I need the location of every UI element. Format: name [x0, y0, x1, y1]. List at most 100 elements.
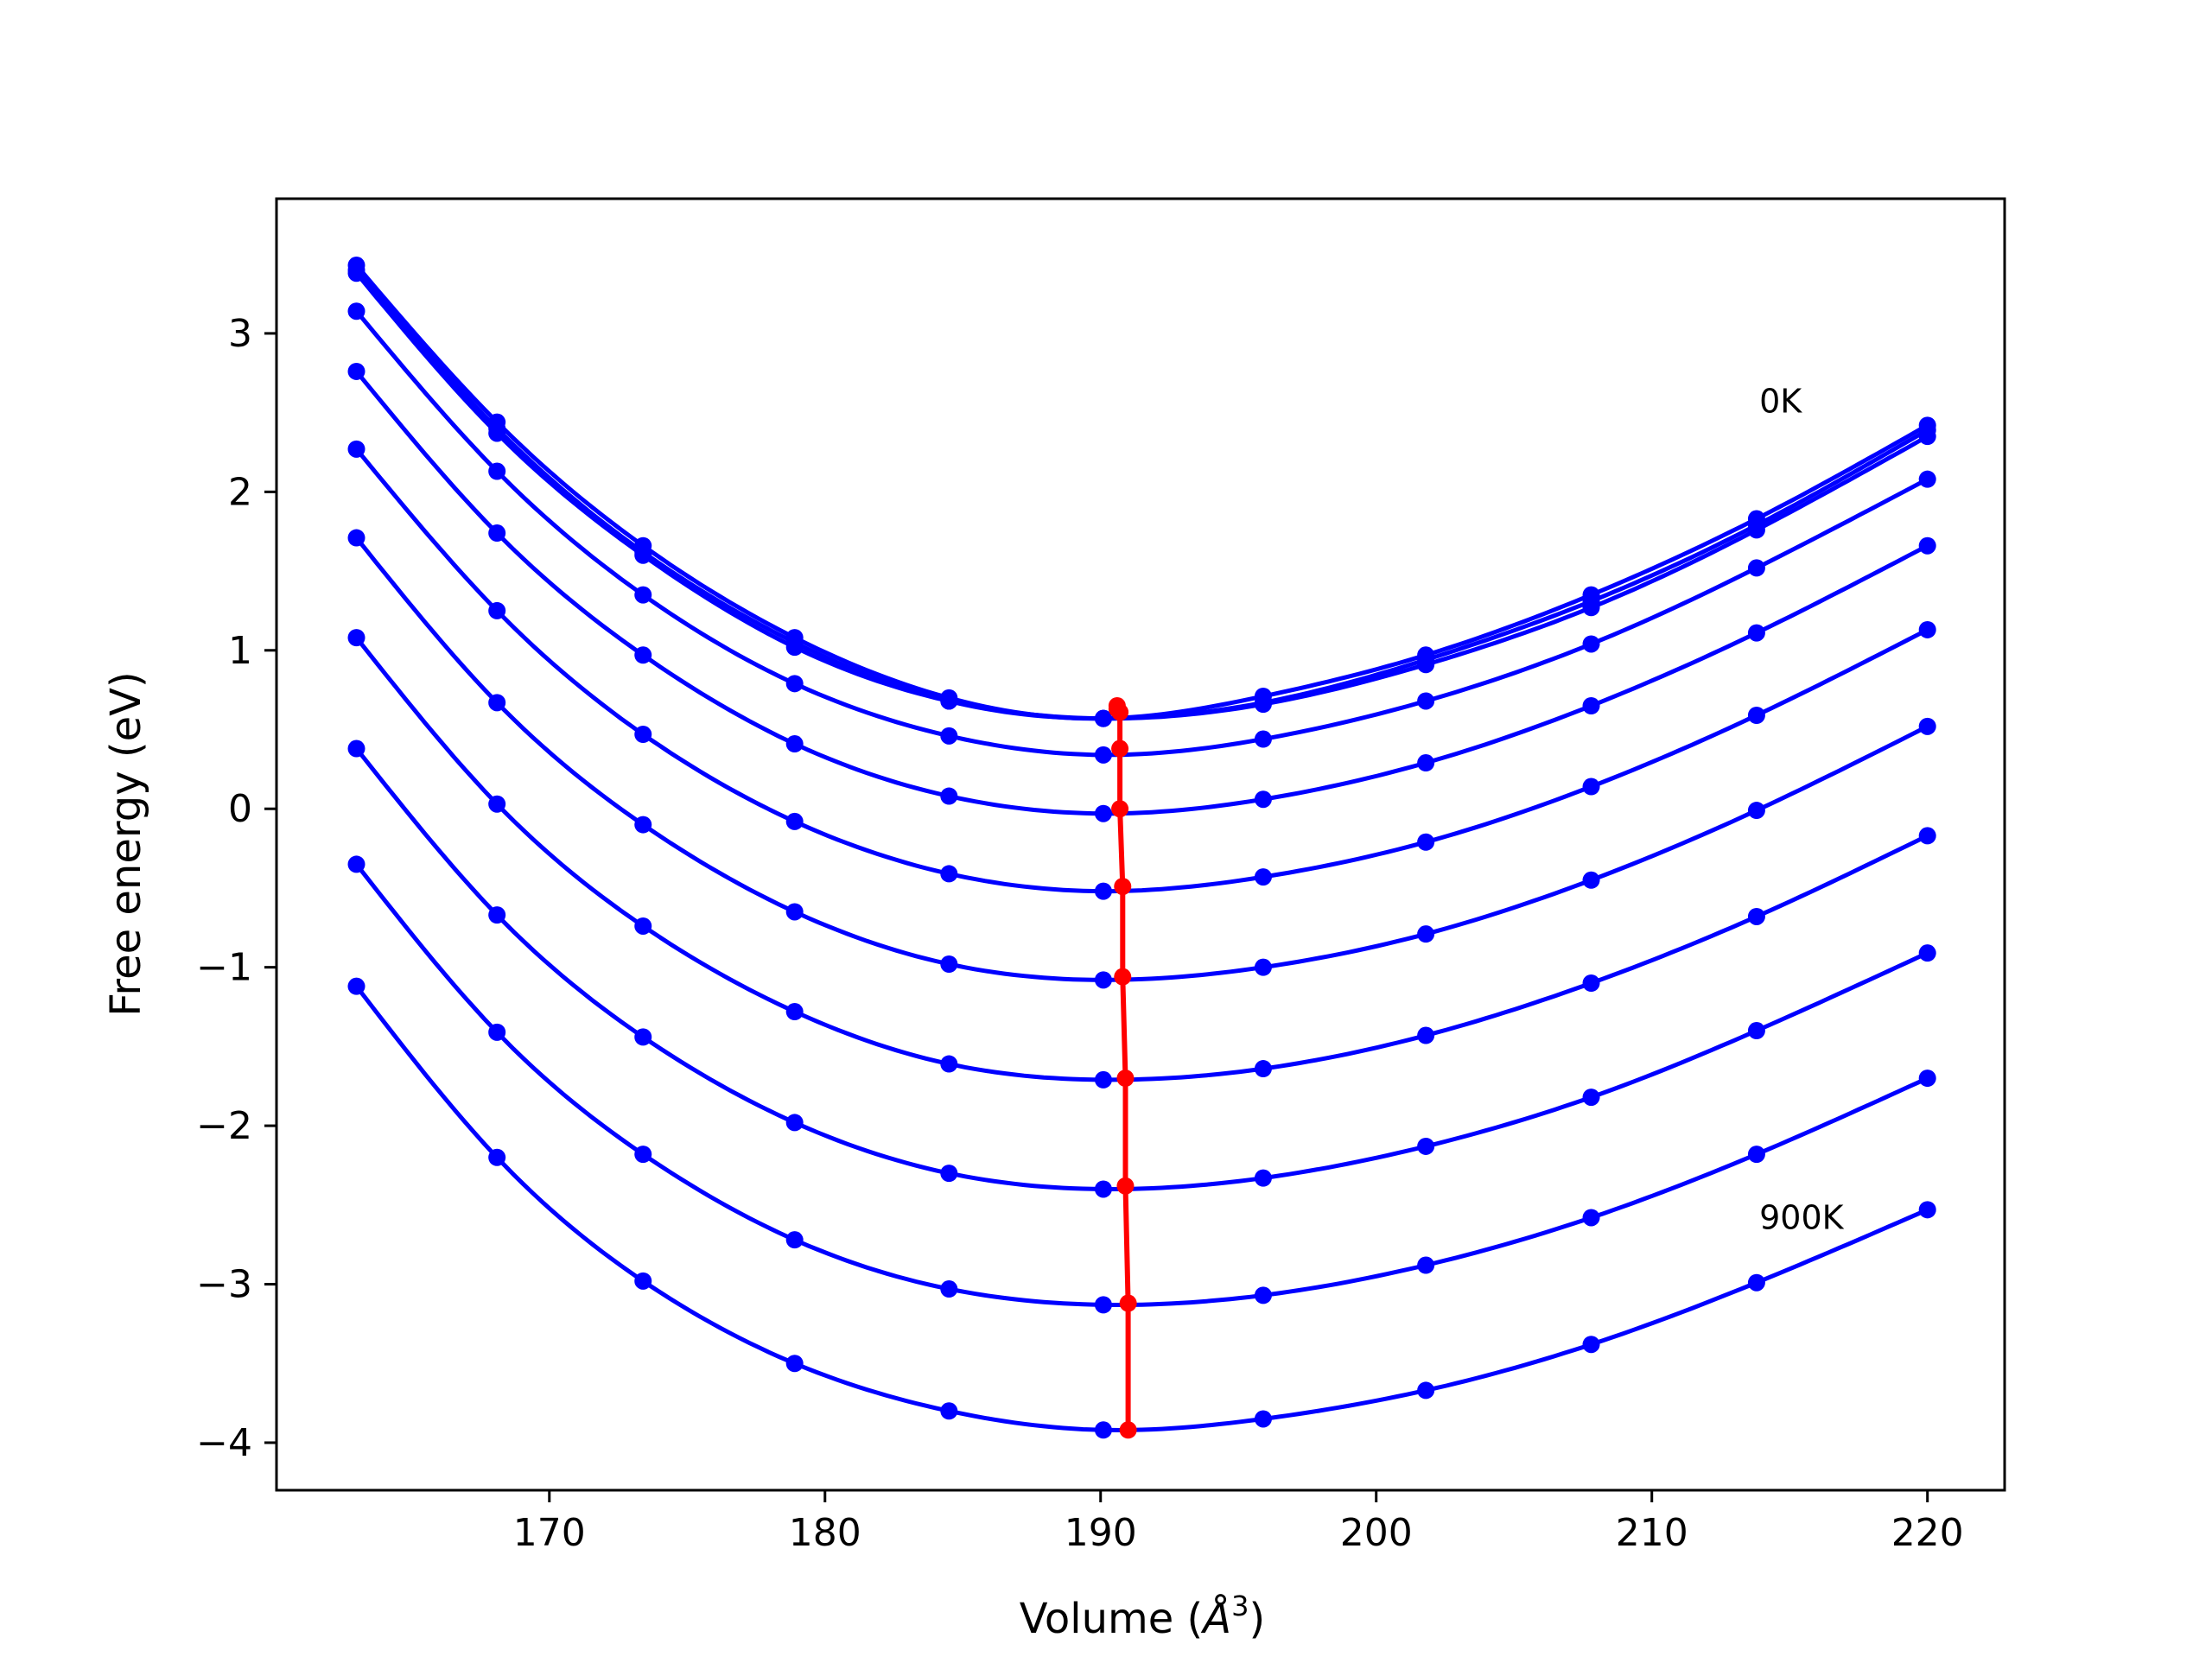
- x-tick-label-220: 220: [1891, 1511, 1964, 1555]
- data-point-8-6: [1254, 1169, 1272, 1187]
- plot-frame: [275, 197, 2006, 1492]
- y-tick-label-4: 0: [228, 787, 252, 831]
- points-layer: [347, 257, 1936, 1439]
- data-point-5-1: [488, 601, 506, 619]
- data-point-5-7: [1417, 833, 1435, 851]
- data-point-2-4: [940, 692, 958, 710]
- data-point-8-0: [347, 739, 365, 758]
- data-point-5-0: [347, 440, 365, 458]
- data-point-2-3: [785, 638, 804, 657]
- annotation-label-1: 900K: [1759, 1198, 1845, 1236]
- data-point-6-10: [1918, 717, 1936, 735]
- data-point-2-7: [1417, 656, 1435, 674]
- data-point-6-5: [1094, 971, 1112, 989]
- data-point-9-3: [785, 1231, 804, 1249]
- y-tick-label-1: −3: [196, 1263, 252, 1307]
- y-tick-label-3: −1: [196, 946, 252, 990]
- data-point-3-4: [940, 727, 958, 745]
- data-point-2-5: [1094, 709, 1112, 727]
- data-point-2-0: [347, 264, 365, 282]
- data-point-5-10: [1918, 620, 1936, 638]
- data-point-5-6: [1254, 868, 1272, 886]
- data-point-8-2: [634, 1028, 652, 1046]
- data-point-4-8: [1582, 696, 1600, 714]
- x-tick-label-210: 210: [1616, 1511, 1688, 1555]
- y-tick-label-5: 1: [228, 629, 252, 673]
- data-point-5-5: [1094, 882, 1112, 900]
- data-point-8-3: [785, 1114, 804, 1132]
- minimum-point-10: [1119, 1421, 1137, 1439]
- data-point-10-10: [1918, 1201, 1936, 1219]
- minimum-point-5: [1114, 878, 1132, 896]
- data-point-3-7: [1417, 692, 1435, 710]
- annotations-layer: 0K 900K: [1759, 383, 1845, 1237]
- minima-layer: [1108, 696, 1137, 1439]
- data-point-10-1: [488, 1148, 506, 1166]
- energy-curve-5: [354, 447, 1929, 894]
- data-point-2-9: [1747, 521, 1765, 539]
- data-point-7-5: [1094, 1070, 1112, 1089]
- x-tick-label-190: 190: [1065, 1511, 1137, 1555]
- y-axis: −4 −3 −2 −1 0 1 2 3: [196, 312, 276, 1465]
- data-point-4-6: [1254, 790, 1272, 809]
- y-tick-label-2: −2: [196, 1104, 252, 1148]
- data-point-5-4: [940, 865, 958, 883]
- data-point-7-0: [347, 629, 365, 647]
- y-tick-label-0: −4: [196, 1421, 252, 1465]
- data-point-4-3: [785, 735, 804, 753]
- data-point-10-0: [347, 977, 365, 995]
- x-axis-title-unit: Å: [1200, 1594, 1231, 1643]
- data-point-10-4: [940, 1402, 958, 1420]
- data-point-3-10: [1918, 470, 1936, 488]
- y-tick-label-6: 2: [228, 470, 252, 514]
- data-point-9-2: [634, 1146, 652, 1164]
- data-point-2-2: [634, 546, 652, 564]
- data-point-6-3: [785, 903, 804, 921]
- data-point-7-10: [1918, 827, 1936, 845]
- y-tick-label-7: 3: [228, 312, 252, 356]
- data-point-6-9: [1747, 802, 1765, 820]
- data-point-3-2: [634, 586, 652, 604]
- minimum-point-6: [1114, 968, 1132, 986]
- data-point-7-8: [1582, 974, 1600, 993]
- data-point-10-8: [1582, 1336, 1600, 1354]
- x-tick-label-170: 170: [513, 1511, 586, 1555]
- data-point-9-4: [940, 1280, 958, 1298]
- data-point-6-6: [1254, 958, 1272, 976]
- energy-curve-4: [354, 370, 1929, 816]
- energy-curve-10: [354, 985, 1929, 1433]
- data-point-7-7: [1417, 1026, 1435, 1044]
- data-point-9-0: [347, 855, 365, 873]
- x-axis: 170 180 190 200 210 220: [513, 1490, 1964, 1555]
- data-point-4-7: [1417, 754, 1435, 772]
- data-point-4-4: [940, 787, 958, 805]
- data-point-9-9: [1747, 1146, 1765, 1164]
- data-point-7-3: [785, 1003, 804, 1021]
- data-point-6-8: [1582, 871, 1600, 889]
- data-point-5-2: [634, 726, 652, 744]
- minimum-point-8: [1116, 1177, 1135, 1195]
- data-point-6-2: [634, 816, 652, 834]
- data-point-10-2: [634, 1272, 652, 1290]
- x-axis-title-tail: ): [1249, 1595, 1265, 1643]
- data-point-10-9: [1747, 1273, 1765, 1292]
- data-point-4-5: [1094, 804, 1112, 822]
- data-point-3-8: [1582, 635, 1600, 653]
- x-axis-title-main: Volume (: [1020, 1595, 1204, 1643]
- energy-curve-9: [354, 862, 1929, 1307]
- data-point-6-4: [940, 955, 958, 973]
- data-point-8-4: [940, 1165, 958, 1183]
- data-point-2-8: [1582, 599, 1600, 617]
- data-point-4-1: [488, 524, 506, 543]
- minimum-point-9: [1119, 1294, 1137, 1312]
- data-point-9-10: [1918, 1070, 1936, 1088]
- data-point-3-3: [785, 675, 804, 693]
- data-point-3-6: [1254, 730, 1272, 748]
- data-point-10-7: [1417, 1381, 1435, 1400]
- data-point-5-3: [785, 812, 804, 830]
- minimum-point-3: [1111, 739, 1129, 758]
- data-point-2-6: [1254, 695, 1272, 714]
- x-tick-label-200: 200: [1340, 1511, 1413, 1555]
